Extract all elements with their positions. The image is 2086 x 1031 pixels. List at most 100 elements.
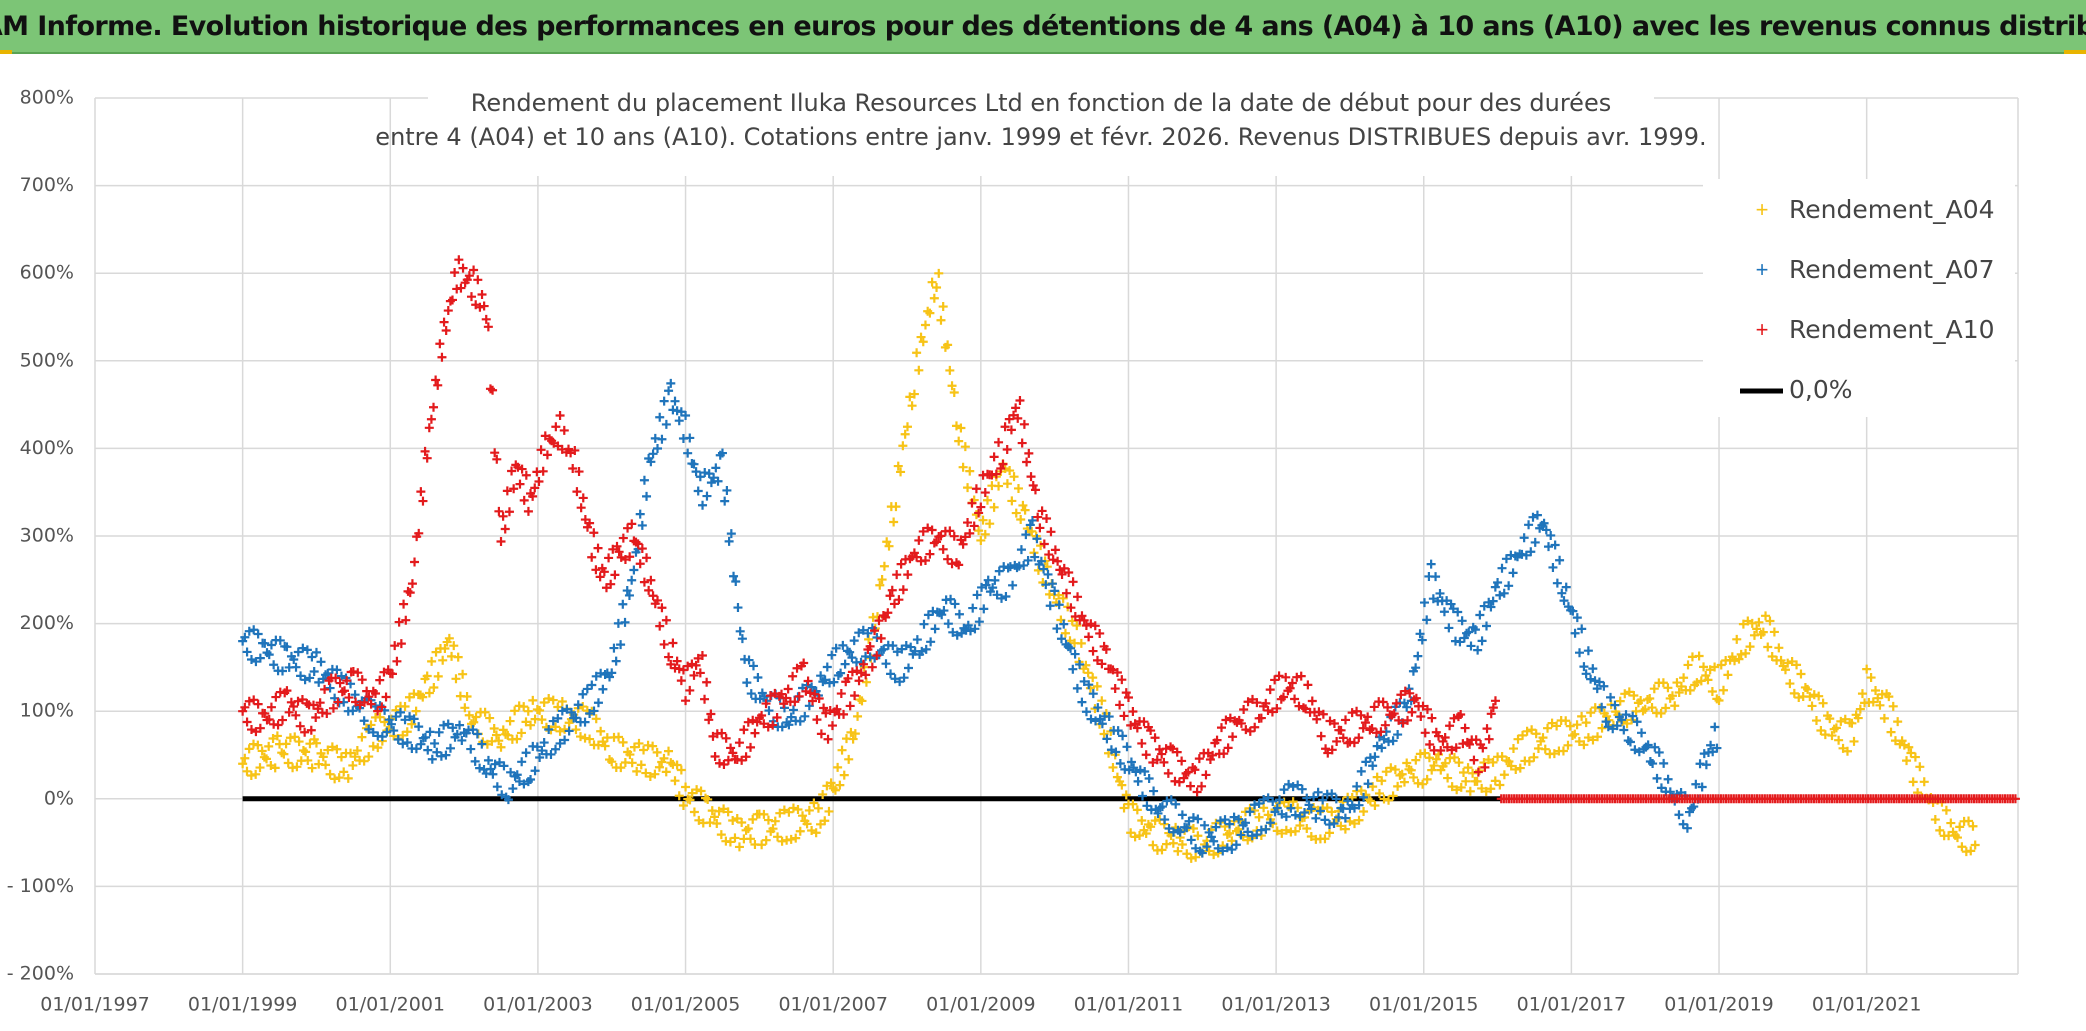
a04-point <box>1694 651 1704 661</box>
a10-point <box>854 676 864 686</box>
a10-point <box>271 692 281 702</box>
a10-point <box>431 375 441 385</box>
a10-point <box>1177 756 1187 766</box>
a04-point <box>1504 756 1514 766</box>
a10-point <box>976 502 986 512</box>
a04-point <box>1515 763 1525 773</box>
a07-point <box>457 735 467 745</box>
a04-point <box>775 808 785 818</box>
a04-point <box>645 771 655 781</box>
a04-point <box>893 461 903 471</box>
a07-point <box>1104 712 1114 722</box>
a07-point <box>580 717 590 727</box>
a10-point <box>1026 472 1036 482</box>
a07-point <box>616 640 626 650</box>
a10-point <box>925 549 935 559</box>
a07-point <box>1594 677 1604 687</box>
a04-point <box>802 819 812 829</box>
a04-point <box>625 750 635 760</box>
a10-point <box>938 544 948 554</box>
a04-point <box>1186 853 1196 863</box>
a07-point <box>618 599 628 609</box>
a07-point <box>1372 741 1382 751</box>
a04-point <box>1411 755 1421 765</box>
a07-point <box>847 653 857 663</box>
a07-point <box>1054 600 1064 610</box>
a10-zero-point <box>2010 794 2020 804</box>
a04-point <box>1365 796 1375 806</box>
a04-point <box>716 830 726 840</box>
a04-point <box>795 826 805 836</box>
y-tick-label: - 200% <box>7 963 74 985</box>
a04-point <box>444 633 454 643</box>
a10-point <box>750 728 760 738</box>
a04-point <box>1459 768 1468 778</box>
a04-point <box>321 760 331 770</box>
a04-point <box>1359 806 1369 816</box>
a07-point <box>1586 674 1596 684</box>
a04-point <box>1966 846 1976 856</box>
a07-point <box>946 594 956 604</box>
x-tick-label: 01/01/2005 <box>631 994 741 1016</box>
a07-point <box>488 769 498 779</box>
a10-point <box>832 704 842 714</box>
a10-point <box>1077 611 1087 621</box>
a04-point <box>1058 593 1068 603</box>
a04-point <box>1429 761 1439 771</box>
a04-point <box>748 814 758 824</box>
a10-point <box>410 557 420 567</box>
a07-point <box>1229 812 1239 822</box>
a04-point <box>246 771 256 781</box>
a04-point <box>945 365 955 375</box>
a07-point <box>733 603 743 613</box>
a07-point <box>1575 648 1585 658</box>
a04-point <box>242 766 252 776</box>
a04-point <box>909 389 919 399</box>
a04-point <box>301 747 311 757</box>
x-tick-label: 01/01/1999 <box>188 994 298 1016</box>
a10-point <box>657 603 667 613</box>
a10-point <box>1236 718 1246 728</box>
a04-point <box>681 782 691 792</box>
a07-point <box>472 729 482 739</box>
a04-point <box>471 712 481 722</box>
a07-point <box>1036 556 1046 566</box>
a04-point <box>1615 696 1625 706</box>
a04-point <box>629 742 639 752</box>
a04-point <box>330 774 340 784</box>
a10-point <box>816 729 826 739</box>
a04-point <box>1745 642 1755 652</box>
a07-point <box>1097 719 1107 729</box>
a07-point <box>249 625 259 635</box>
a10-point <box>676 676 686 686</box>
a04-point <box>1866 673 1876 683</box>
a10-point <box>1265 685 1275 695</box>
a07-point <box>1329 819 1339 829</box>
a07-point <box>1171 799 1181 809</box>
a10-point <box>1119 711 1129 721</box>
a04-point <box>994 481 1004 491</box>
a04-point <box>560 724 570 734</box>
a10-point <box>1201 770 1211 780</box>
a10-point <box>255 723 265 733</box>
a04-point <box>914 365 924 375</box>
a07-point <box>1213 843 1223 853</box>
a04-point <box>898 441 908 451</box>
a10-point <box>858 659 868 669</box>
a04-point <box>352 746 362 756</box>
a07-point <box>1597 702 1607 712</box>
legend-box <box>1703 179 2015 417</box>
a10-point <box>464 271 474 281</box>
a04-point <box>290 732 300 742</box>
a07-point <box>717 448 727 458</box>
legend-label-zero: 0,0% <box>1789 375 1853 404</box>
a10-point <box>458 263 468 273</box>
a10-point <box>348 666 358 676</box>
a10-point <box>969 521 979 531</box>
a07-point <box>731 576 741 586</box>
a07-point <box>1252 830 1262 840</box>
a07-point <box>537 746 547 756</box>
a07-point <box>475 763 485 773</box>
a10-point <box>1013 413 1023 423</box>
a07-point <box>1475 610 1485 620</box>
